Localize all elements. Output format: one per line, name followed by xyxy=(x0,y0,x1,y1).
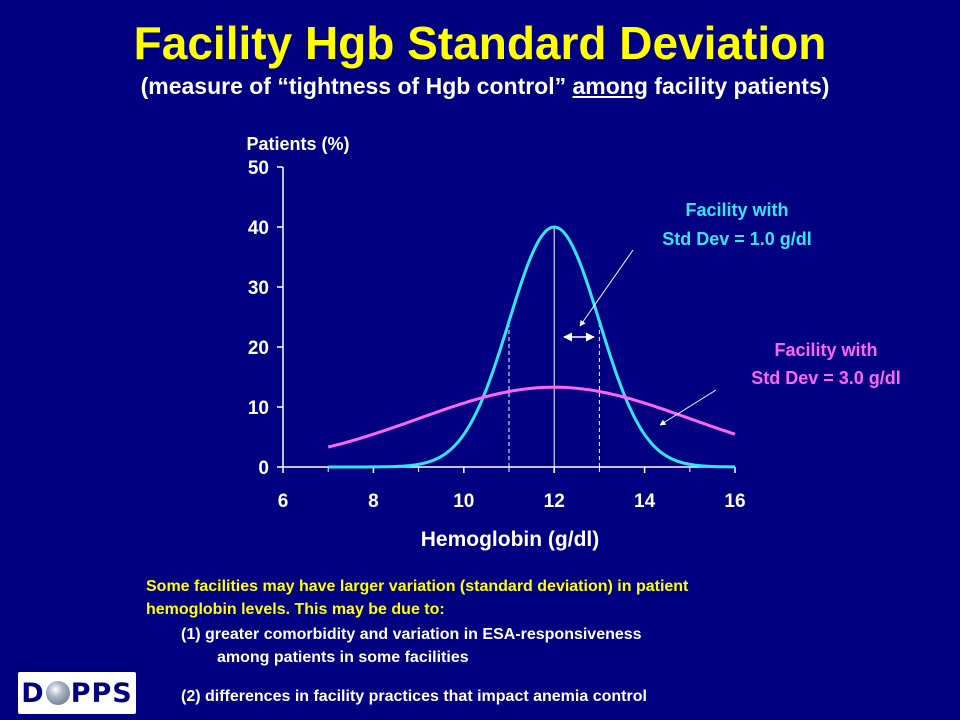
y-tick-label: 20 xyxy=(248,338,269,359)
x-tick-label: 6 xyxy=(278,491,289,512)
annotation-sd3-line1: Facility with xyxy=(774,340,877,360)
x-tick-label: 16 xyxy=(724,491,745,512)
slide-subtitle: (measure of “tightness of Hgb control” a… xyxy=(0,72,960,100)
annotation-sd1-line2: Std Dev = 1.0 g/dl xyxy=(662,229,812,249)
x-axis-label: Hemoglobin (g/dl) xyxy=(421,528,599,551)
x-tick-label: 8 xyxy=(368,491,379,512)
subtitle-text-after: facility patients) xyxy=(647,73,830,99)
note-item-1b: among patients in some facilities xyxy=(217,649,469,666)
annotation-sd3-pointer xyxy=(659,389,717,426)
series-line-sd1 xyxy=(328,225,735,469)
y-tick-label: 50 xyxy=(248,158,269,179)
x-tick-label: 14 xyxy=(634,491,656,512)
x-tick-label: 12 xyxy=(544,491,565,512)
y-axis-label: Patients (%) xyxy=(246,134,349,154)
note-line-2: hemoglobin levels. This may be due to: xyxy=(146,601,445,618)
series-line-sd3 xyxy=(327,385,736,449)
logo-text-pps: PPS xyxy=(70,677,133,709)
logo-text-d: D xyxy=(21,677,45,709)
reference-lines xyxy=(508,227,600,467)
chart-series xyxy=(327,225,736,469)
subtitle-underlined-word: among xyxy=(572,73,648,99)
y-tick-label: 30 xyxy=(248,278,269,299)
globe-icon xyxy=(45,681,70,705)
y-tick-label: 0 xyxy=(258,458,269,479)
annotation-sd3-line2: Std Dev = 3.0 g/dl xyxy=(751,368,901,388)
annotation-sd1-pointer xyxy=(579,249,634,327)
y-tick-label: 40 xyxy=(248,218,269,239)
dopps-logo: D PPS xyxy=(18,672,136,714)
subtitle-text-before: (measure of “tightness of Hgb control” xyxy=(140,73,573,99)
annotation-sd1-line1: Facility with xyxy=(685,200,788,220)
y-tick-label: 10 xyxy=(248,398,269,419)
slide-title: Facility Hgb Standard Deviation xyxy=(133,17,827,69)
note-item-1a: (1) greater comorbidity and variation in… xyxy=(181,626,642,643)
note-line-1: Some facilities may have larger variatio… xyxy=(146,578,689,595)
x-tick-label: 10 xyxy=(453,491,474,512)
note-item-2: (2) differences in facility practices th… xyxy=(181,688,647,705)
